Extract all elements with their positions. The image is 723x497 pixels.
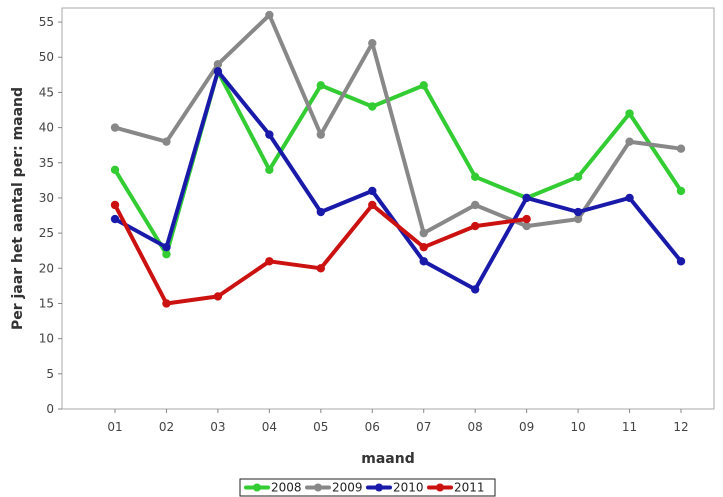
x-tick-label: 01 [107,420,122,434]
data-point-2008 [419,81,428,90]
y-tick-label: 50 [39,50,54,64]
data-point-2009 [265,10,274,20]
legend-label: 2011 [454,481,485,495]
x-tick-label: 12 [673,420,688,434]
data-point-2009 [625,137,634,146]
data-point-2008 [368,102,377,111]
y-tick-label: 25 [39,226,54,240]
data-point-2010 [265,130,274,139]
legend-item-2009: 2009 [305,481,363,495]
legend-item-2011: 2011 [427,481,485,495]
data-point-2009 [522,221,531,231]
series-2011 [110,200,531,308]
legend-label: 2008 [271,481,302,495]
data-point-2010 [213,67,223,76]
x-tick-label: 08 [468,420,483,434]
legend-item-2010: 2010 [366,481,424,495]
data-point-2010 [470,285,480,294]
y-axis-title: Per jaar het aantal per: maand [10,87,26,330]
data-point-2011 [470,221,480,231]
data-point-2008 [470,172,480,182]
legend-swatch-marker [314,483,322,492]
series-line-2010 [113,69,683,292]
y-tick-label: 5 [46,367,54,381]
data-point-2009 [676,144,686,153]
x-axis-title: maand [361,451,414,467]
data-point-2008 [573,172,583,182]
data-point-2011 [162,299,171,308]
x-tick-label: 05 [313,420,328,434]
data-point-2011 [522,214,531,224]
data-point-2009 [573,214,583,224]
data-point-2008 [676,186,686,196]
data-point-2009 [470,200,480,210]
y-tick-label: 10 [39,332,54,346]
series-2009 [110,10,686,238]
plot-area [61,7,715,410]
data-point-2010 [419,257,428,266]
data-point-2011 [110,200,120,210]
data-point-2011 [368,200,377,210]
data-point-2010 [676,257,686,266]
data-point-2011 [316,264,326,273]
data-point-2010 [110,214,120,224]
data-point-2011 [265,257,274,266]
x-tick-label: 11 [622,420,637,434]
y-tick-label: 0 [46,402,54,416]
data-point-2009 [419,228,428,238]
data-point-2009 [162,137,171,146]
legend-swatch-marker [436,483,444,492]
y-tick-label: 55 [39,15,54,29]
y-axis-ticks: 0 5 10 15 20 25 30 35 40 45 50 55 [39,15,62,416]
data-point-2010 [316,207,326,217]
data-point-2008 [316,81,326,90]
data-point-2010 [162,242,171,252]
legend-swatch-marker [253,483,261,492]
x-tick-label: 02 [159,420,174,434]
series-line-2009 [113,13,683,236]
legend-item-2008: 2008 [244,481,302,495]
series-2010 [110,67,686,294]
data-point-2008 [625,109,634,118]
y-tick-label: 20 [39,261,54,275]
x-tick-label: 09 [519,420,534,434]
y-tick-label: 40 [39,121,54,135]
data-point-2009 [110,123,120,132]
data-point-2011 [213,292,223,301]
data-point-2009 [368,38,377,48]
data-point-2010 [368,186,377,196]
y-tick-label: 15 [39,296,54,310]
data-point-2010 [522,193,531,203]
y-tick-label: 35 [39,156,54,170]
x-tick-label: 04 [262,420,277,434]
legend: 2008 2009 2010 2011 [239,478,496,497]
data-point-2009 [213,60,223,69]
y-tick-label: 45 [39,85,54,99]
data-point-2011 [419,242,428,252]
x-tick-label: 06 [365,420,380,434]
series-layer [110,10,686,308]
x-tick-label: 10 [570,420,585,434]
data-point-2008 [162,250,171,259]
x-axis-ticks: 01 02 03 04 05 06 07 08 09 10 11 12 [107,409,689,434]
data-point-2010 [573,207,583,217]
x-tick-label: 07 [416,420,431,434]
data-point-2008 [265,165,274,175]
legend-label: 2009 [332,481,363,495]
data-point-2009 [316,130,326,139]
legend-label: 2010 [393,481,424,495]
data-point-2010 [625,193,634,203]
legend-swatch-marker [375,483,383,492]
x-tick-label: 03 [210,420,225,434]
y-tick-label: 30 [39,191,54,205]
data-point-2008 [110,165,120,175]
axes [61,7,715,410]
